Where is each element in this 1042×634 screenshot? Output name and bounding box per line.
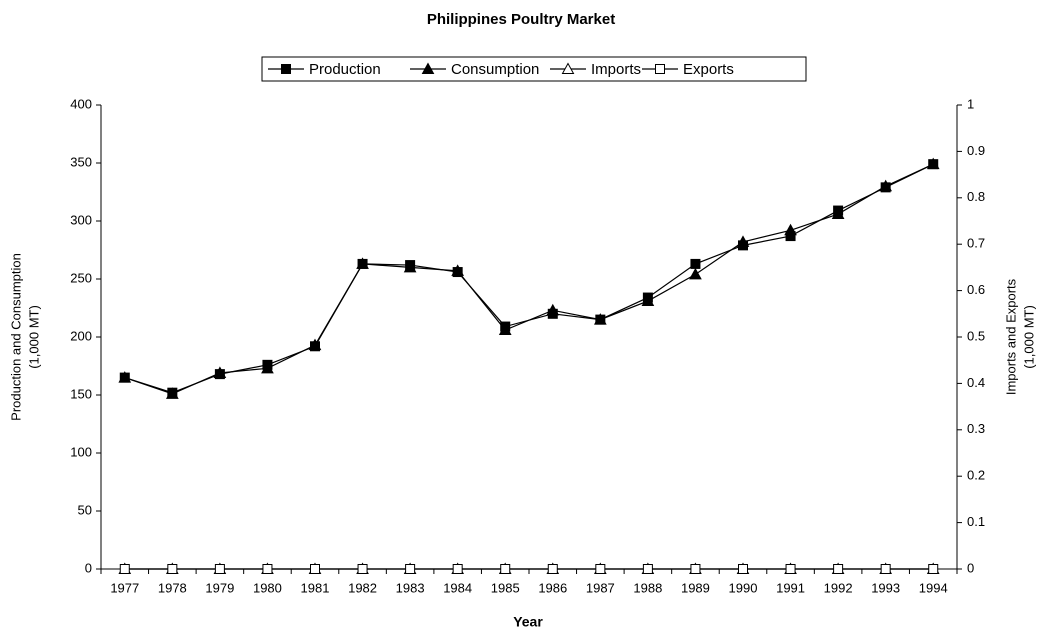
data-point xyxy=(785,564,796,574)
data-point xyxy=(593,313,607,325)
y2-tick-label: 0.6 xyxy=(967,282,985,297)
y-axis-title-line: Production and Consumption xyxy=(8,253,23,421)
y2-tick-label: 0.7 xyxy=(967,236,985,251)
x-tick-label: 1980 xyxy=(253,580,282,595)
y2-axis-title-line: (1,000 MT) xyxy=(1021,305,1036,369)
data-point xyxy=(547,564,558,574)
x-tick-label: 1986 xyxy=(538,580,567,595)
y-tick-label: 250 xyxy=(70,270,92,285)
x-tick-label: 1988 xyxy=(633,580,662,595)
y2-axis-title-line: Imports and Exports xyxy=(1003,278,1018,395)
data-point xyxy=(308,338,322,351)
data-point xyxy=(738,564,748,574)
x-tick-label: 1987 xyxy=(586,580,615,595)
x-tick-label: 1993 xyxy=(871,580,900,595)
data-point xyxy=(880,564,891,574)
y2-tick-label: 0.4 xyxy=(967,375,985,390)
data-point xyxy=(641,294,655,307)
data-point xyxy=(500,564,511,574)
x-tick-label: 1991 xyxy=(776,580,805,595)
legend-marker xyxy=(421,62,435,74)
data-point xyxy=(403,260,417,273)
data-point xyxy=(356,257,369,269)
data-point xyxy=(784,223,797,236)
legend-box xyxy=(261,56,807,82)
data-point xyxy=(926,157,940,170)
data-point xyxy=(357,564,368,574)
data-point xyxy=(405,564,416,574)
y-tick-label: 200 xyxy=(70,328,92,343)
data-point xyxy=(214,564,225,574)
y-axis-title: Production and Consumption (1,000 MT) xyxy=(8,253,41,421)
legend-label: Exports xyxy=(683,61,734,78)
y-tick-label: 0 xyxy=(85,560,92,575)
y2-tick-label: 0.3 xyxy=(967,421,985,436)
data-point xyxy=(642,564,653,574)
data-point xyxy=(310,564,320,574)
data-point xyxy=(595,564,606,574)
data-point xyxy=(119,564,130,574)
y-tick-label: 50 xyxy=(78,502,92,517)
y-tick-label: 100 xyxy=(70,444,92,459)
legend-marker xyxy=(655,64,665,74)
data-point xyxy=(213,366,227,378)
y2-tick-label: 0 xyxy=(967,560,974,575)
x-tick-label: 1983 xyxy=(396,580,425,595)
legend-label: Imports xyxy=(591,61,641,78)
y-axis-title-line: (1,000 MT) xyxy=(26,305,41,369)
x-tick-label: 1992 xyxy=(824,580,853,595)
x-tick-label: 1985 xyxy=(491,580,520,595)
data-point xyxy=(165,387,179,399)
data-point xyxy=(546,303,560,316)
x-tick-label: 1982 xyxy=(348,580,377,595)
y2-tick-label: 0.5 xyxy=(967,328,985,343)
y-tick-label: 150 xyxy=(70,386,92,401)
y-tick-label: 350 xyxy=(70,154,92,169)
data-point xyxy=(498,323,512,336)
data-point xyxy=(689,267,702,280)
data-point xyxy=(118,371,132,383)
series-line xyxy=(124,163,934,394)
x-tick-label: 1984 xyxy=(443,580,472,595)
y2-tick-label: 0.2 xyxy=(967,468,985,483)
data-point xyxy=(451,264,465,276)
x-tick-label: 1989 xyxy=(681,580,710,595)
data-point xyxy=(262,564,273,574)
data-point xyxy=(690,258,701,269)
y2-tick-label: 0.1 xyxy=(967,514,985,529)
data-point xyxy=(261,361,274,374)
data-point xyxy=(452,564,463,574)
y-tick-label: 400 xyxy=(70,96,92,111)
data-point xyxy=(167,564,178,574)
y2-axis-title: Imports and Exports (1,000 MT) xyxy=(1003,278,1036,395)
series-line xyxy=(124,163,934,395)
x-tick-label: 1994 xyxy=(919,580,948,595)
chart-title: Philippines Poultry Market xyxy=(427,11,615,28)
legend-marker xyxy=(281,64,291,74)
y2-tick-label: 1 xyxy=(967,96,974,111)
x-axis-title: Year xyxy=(513,614,543,630)
x-tick-label: 1977 xyxy=(110,580,139,595)
y2-tick-label: 0.9 xyxy=(967,143,985,158)
x-tick-label: 1979 xyxy=(205,580,234,595)
data-point xyxy=(928,564,939,574)
data-point xyxy=(831,207,845,220)
data-point xyxy=(736,235,750,247)
x-tick-label: 1981 xyxy=(301,580,330,595)
legend-label: Production xyxy=(309,61,381,78)
y2-tick-label: 0.8 xyxy=(967,189,985,204)
data-point xyxy=(879,179,893,192)
legend-marker xyxy=(561,62,575,74)
y-tick-label: 300 xyxy=(70,212,92,227)
data-point xyxy=(833,564,844,574)
x-tick-label: 1990 xyxy=(729,580,758,595)
data-point xyxy=(690,564,701,574)
legend-label: Consumption xyxy=(451,61,539,78)
x-tick-label: 1978 xyxy=(158,580,187,595)
